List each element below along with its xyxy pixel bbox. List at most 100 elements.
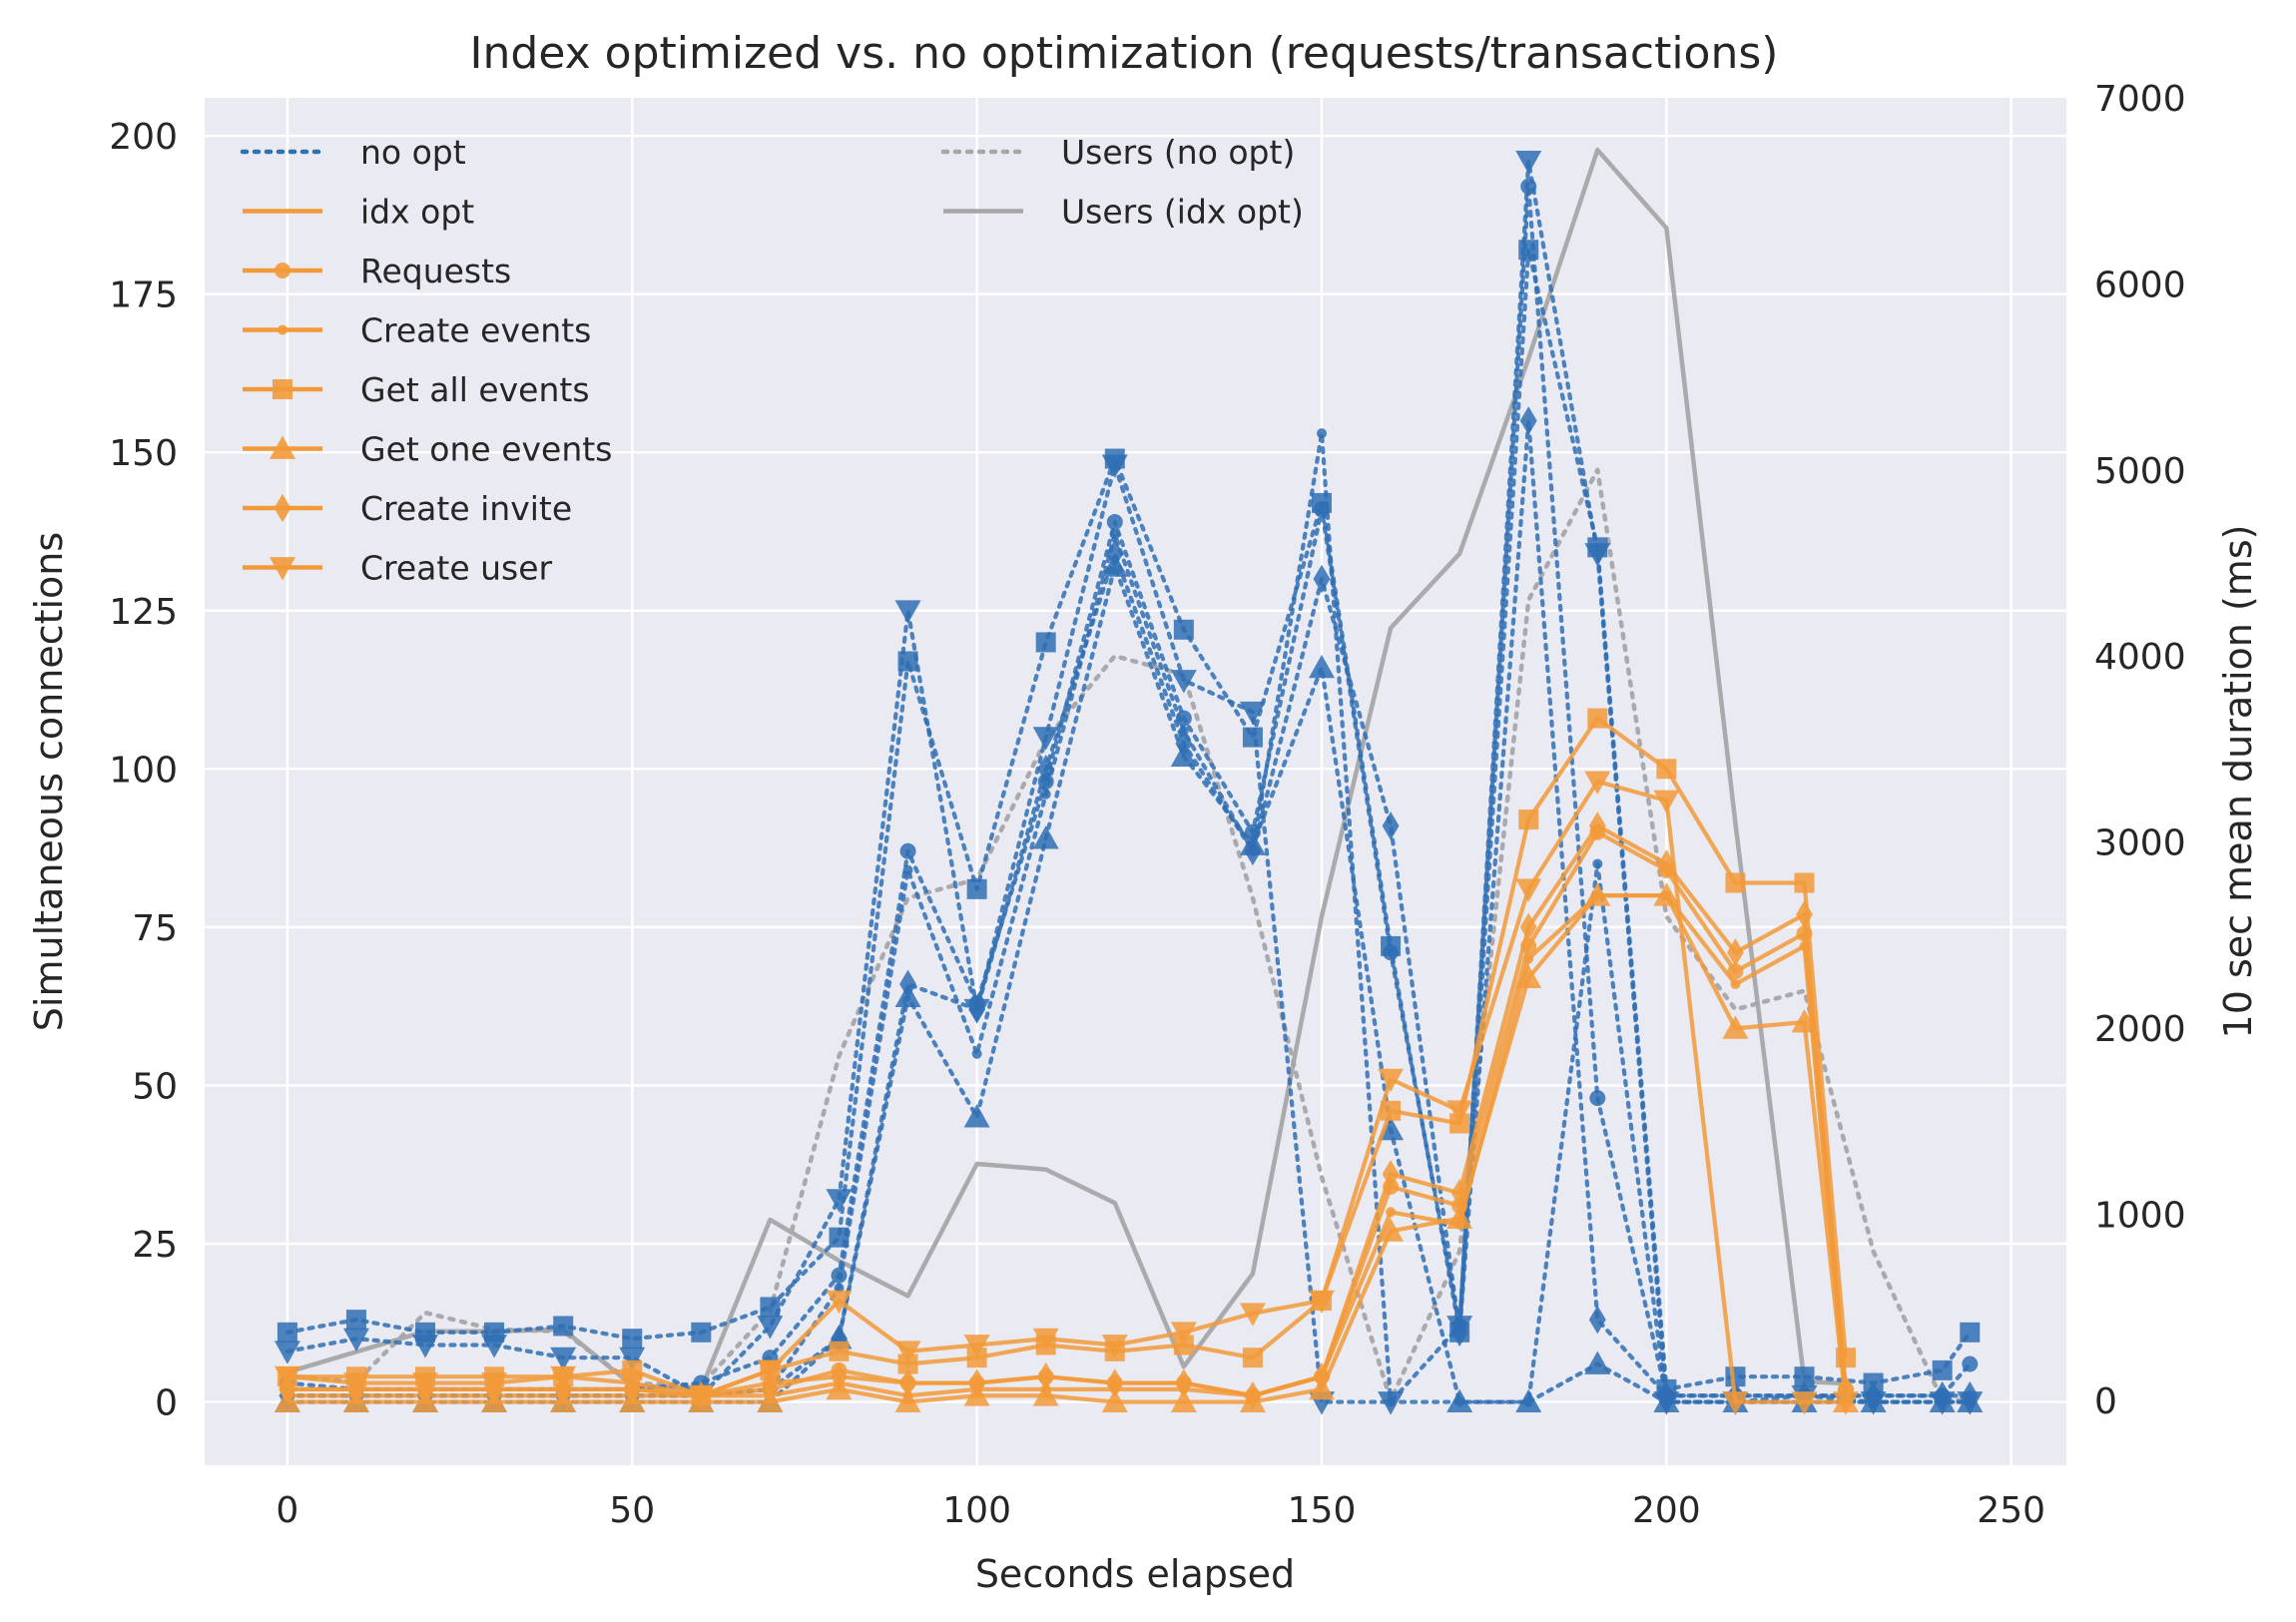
marker-point bbox=[1109, 529, 1120, 540]
marker-diamond bbox=[1382, 1159, 1400, 1189]
marker-triangle-up bbox=[1378, 1218, 1405, 1242]
y-right-tick-label: 1000 bbox=[2094, 1195, 2186, 1236]
marker-triangle-down bbox=[1239, 701, 1266, 726]
marker-triangle-down bbox=[1515, 878, 1542, 902]
marker-triangle-down bbox=[1101, 454, 1128, 478]
marker-triangle-down bbox=[1515, 151, 1542, 175]
marker-point bbox=[1730, 978, 1741, 989]
marker-square bbox=[1518, 810, 1539, 830]
marker-square bbox=[1960, 1322, 1981, 1343]
x-tick-label: 0 bbox=[276, 1490, 298, 1531]
marker-triangle-down bbox=[1378, 1391, 1405, 1415]
marker-triangle-down bbox=[963, 1335, 990, 1358]
marker-triangle-up bbox=[1653, 882, 1680, 906]
marker-triangle-down bbox=[550, 1365, 577, 1390]
marker-point bbox=[1386, 1207, 1397, 1218]
marker-triangle-down bbox=[826, 1189, 853, 1213]
marker-triangle-up bbox=[963, 1104, 990, 1128]
marker-circle bbox=[899, 842, 916, 859]
marker-triangle-down bbox=[1791, 1391, 1818, 1415]
marker-triangle-down bbox=[757, 1359, 784, 1383]
x-axis-label: Seconds elapsed bbox=[975, 1552, 1295, 1596]
marker-circle bbox=[1962, 1355, 1979, 1372]
y-tick-label: 75 bbox=[132, 908, 178, 949]
marker-triangle-down bbox=[274, 1341, 300, 1364]
marker-circle bbox=[1727, 963, 1744, 980]
y-tick-label: 50 bbox=[132, 1066, 178, 1107]
marker-triangle-up bbox=[1722, 1015, 1749, 1039]
marker-diamond bbox=[968, 1368, 986, 1397]
marker-triangle-down bbox=[1170, 1322, 1197, 1346]
marker-triangle-down bbox=[688, 1384, 715, 1409]
marker-diamond bbox=[1796, 899, 1813, 929]
marker-triangle-down bbox=[826, 1290, 853, 1315]
idx-opt-diamond-line bbox=[287, 823, 1849, 1398]
marker-square bbox=[829, 1341, 850, 1361]
x-tick-label: 150 bbox=[1288, 1490, 1357, 1531]
marker-triangle-down bbox=[619, 1372, 646, 1396]
marker-triangle-up bbox=[1791, 1009, 1818, 1033]
marker-triangle-up bbox=[1101, 1388, 1128, 1412]
users-idx-opt-line bbox=[287, 147, 1847, 1391]
marker-square bbox=[966, 878, 987, 899]
marker-diamond bbox=[1519, 912, 1537, 942]
marker-triangle-down bbox=[1957, 1391, 1984, 1415]
marker-point bbox=[278, 324, 287, 335]
marker-triangle-down bbox=[1032, 727, 1059, 751]
marker-square bbox=[1932, 1359, 1953, 1380]
marker-triangle-down bbox=[412, 1372, 439, 1396]
legend-label: no opt bbox=[360, 133, 466, 172]
marker-square bbox=[1242, 1348, 1263, 1368]
marker-diamond bbox=[1313, 1361, 1331, 1391]
marker-triangle-up bbox=[1032, 1382, 1059, 1406]
y-tick-label: 0 bbox=[155, 1383, 178, 1424]
y-right-tick-label: 7000 bbox=[2094, 79, 2186, 120]
chart-title: Index optimized vs. no optimization (req… bbox=[470, 28, 1779, 79]
marker-square bbox=[622, 1329, 643, 1350]
marker-diamond bbox=[831, 1361, 848, 1391]
marker-triangle-down bbox=[894, 1341, 921, 1364]
marker-triangle-down bbox=[1170, 670, 1197, 694]
marker-diamond bbox=[274, 493, 291, 523]
marker-diamond bbox=[1450, 1178, 1468, 1208]
marker-triangle-down bbox=[270, 557, 295, 581]
grid-lines bbox=[205, 98, 2066, 1465]
marker-triangle-up bbox=[1584, 1351, 1611, 1374]
marker-diamond bbox=[1519, 406, 1537, 435]
tick-labels: 0 50 100 150 200 2500255075100125150175200010… bbox=[109, 79, 2185, 1531]
marker-square bbox=[1381, 1100, 1402, 1121]
marker-triangle-down bbox=[1446, 1100, 1473, 1124]
marker-triangle-down bbox=[757, 1316, 784, 1340]
marker-square bbox=[691, 1322, 712, 1343]
marker-triangle-up bbox=[1446, 1205, 1473, 1230]
marker-triangle-down bbox=[342, 1372, 369, 1396]
marker-triangle-down bbox=[274, 1365, 300, 1390]
marker-diamond bbox=[1106, 1368, 1124, 1397]
marker-square bbox=[760, 1297, 781, 1318]
marker-diamond bbox=[899, 1368, 917, 1397]
y-right-tick-label: 2000 bbox=[2094, 1009, 2186, 1050]
marker-triangle-up bbox=[1584, 882, 1611, 906]
marker-diamond bbox=[1244, 836, 1262, 866]
marker-circle bbox=[1106, 513, 1123, 530]
y-tick-label: 175 bbox=[109, 275, 178, 316]
marker-square bbox=[1725, 872, 1746, 893]
marker-diamond bbox=[1382, 811, 1400, 840]
marker-triangle-down bbox=[1032, 1328, 1059, 1352]
marker-square bbox=[1794, 872, 1815, 893]
idx-opt-series-layer bbox=[274, 708, 1859, 1415]
idx-opt-triangle-down-line bbox=[287, 779, 1846, 1404]
marker-square bbox=[829, 1227, 850, 1248]
legend-label: Users (idx opt) bbox=[1061, 193, 1304, 232]
marker-triangle-down bbox=[481, 1335, 508, 1358]
legend-label: Requests bbox=[360, 252, 511, 290]
marker-square bbox=[1381, 935, 1402, 956]
legend-label: idx opt bbox=[360, 193, 474, 232]
marker-triangle-up bbox=[270, 435, 295, 459]
legend-label: Get one events bbox=[360, 430, 612, 469]
plot-area bbox=[205, 98, 2066, 1465]
marker-square bbox=[1656, 759, 1677, 780]
marker-triangle-up bbox=[894, 1388, 921, 1412]
y-tick-label: 100 bbox=[109, 750, 178, 791]
